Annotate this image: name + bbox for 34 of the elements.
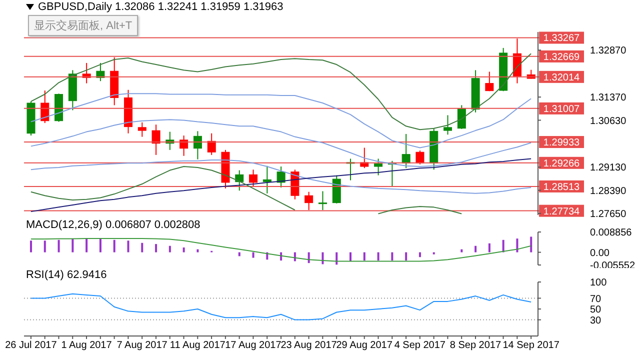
y-tick-label: 0.00 (590, 248, 610, 259)
annotation: 显示交易面板, Alt+T (28, 15, 138, 36)
y-tick-label: 1.29130 (590, 162, 627, 174)
ref-line-label: 1.27734 (543, 206, 580, 218)
y-tick-label: 70 (590, 294, 602, 305)
ref-line-label: 1.31007 (543, 104, 580, 115)
x-tick-label: 29 Aug 2017 (336, 340, 393, 352)
y-tick-label: 1.32870 (590, 46, 627, 57)
x-tick-label: 14 Sep 2017 (502, 340, 560, 352)
y-tick-label: 1.27650 (590, 208, 627, 220)
y-tick-label: 0.008856 (590, 228, 632, 239)
x-tick-label: 11 Aug 2017 (170, 340, 226, 352)
y-tick-label: 100 (590, 278, 608, 289)
x-tick-label: 4 Sep 2017 (394, 340, 446, 352)
chart-title: MACD(12,26,9) 0.006807 0.002808 (26, 219, 200, 231)
x-tick-label: 7 Aug 2017 (116, 340, 168, 352)
y-tick-label: 50 (590, 304, 602, 316)
x-tick-label: 17 Aug 2017 (225, 340, 282, 352)
ref-line-label: 1.28513 (543, 182, 580, 193)
chart-title: GBPUSD,Daily 1.32086 1.32241 1.31959 1.31963 (38, 1, 284, 13)
x-tick-label: 26 Jul 2017 (5, 340, 58, 352)
ref-line-label: 1.33267 (543, 33, 580, 44)
x-tick-label: 23 Aug 2017 (280, 340, 338, 352)
y-tick-label: 1.28390 (590, 186, 627, 197)
x-tick-label: 8 Sep 2017 (450, 340, 502, 352)
ref-line-label: 1.32014 (543, 72, 580, 84)
ref-line-label: 1.29933 (543, 138, 580, 149)
chart-title: RSI(14) 62.9416 (26, 269, 107, 281)
y-tick-label: 30 (590, 315, 602, 326)
ref-line-label: 1.32669 (543, 52, 580, 63)
y-tick-label: 1.31370 (590, 92, 627, 104)
y-tick-label: 1.30630 (590, 116, 627, 127)
ref-line-label: 1.29266 (543, 158, 580, 170)
x-tick-label: 1 Aug 2017 (61, 340, 112, 352)
